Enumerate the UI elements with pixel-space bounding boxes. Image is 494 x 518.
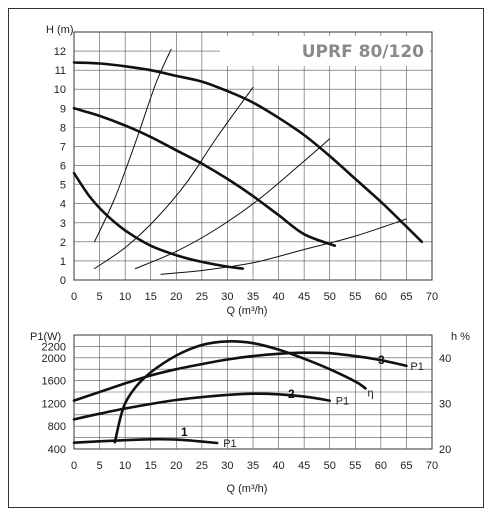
top-y-tick-label: 12 [54,46,66,58]
bottom-series [72,340,408,445]
top-x-tick-label: 20 [170,291,182,303]
top-y-axis-label: H (m) [46,24,74,36]
bottom-x-tick-label: 65 [400,460,412,472]
bottom-x-tick-label: 55 [349,460,361,472]
efficiency-curve [113,340,367,444]
bottom-x-tick-labels: 0 5 10 15 20 25 30 35 40 45 50 55 60 65 70 [71,460,438,472]
top-series [72,48,424,275]
bottom-x-tick-label: 60 [375,460,387,472]
bottom-y2-tick-label: 20 [439,444,451,456]
top-grid [73,31,433,281]
top-x-tick-labels: 0 5 10 15 20 25 30 35 40 45 50 55 60 65 70 [71,291,438,303]
top-y-tick-label: 3 [60,218,66,230]
bottom-x-tick-label: 15 [145,460,157,472]
bottom-x-tick-label: 20 [170,460,182,472]
top-x-tick-label: 45 [298,291,310,303]
bottom-y-tick-label: 1600 [42,376,66,388]
pump-curve-1 [72,171,245,270]
curve-number-label: 1 [181,425,188,439]
top-x-axis-label: Q (m³/h) [227,305,268,317]
bottom-series-labels: P1 1 P1 2 P1 3 η [181,353,424,450]
top-y-tick-label: 9 [60,103,66,115]
pump-curve-2 [72,107,337,247]
power-curve-2 [72,392,331,421]
bottom-y-tick-label: 400 [48,444,66,456]
curve-number-label: 2 [288,387,295,401]
top-x-tick-label: 5 [97,291,103,303]
bottom-x-axis-label: Q (m³/h) [227,483,268,495]
top-y-tick-label: 6 [60,161,66,173]
bottom-x-tick-label: 40 [272,460,284,472]
top-y-tick-label: 8 [60,122,66,134]
top-y-tick-label: 5 [60,180,66,192]
system-curve-2 [94,86,254,270]
bottom-y2-tick-labels: 20 30 40 [439,353,451,456]
bottom-x-tick-label: 50 [324,460,336,472]
bottom-x-tick-label: 0 [71,460,77,472]
top-x-tick-label: 50 [324,291,336,303]
top-x-tick-label: 65 [400,291,412,303]
bottom-y-axis-label: P1(W) [30,331,61,343]
top-x-tick-label: 0 [71,291,77,303]
top-x-tick-label: 40 [272,291,284,303]
top-y-tick-label: 11 [55,65,66,77]
top-x-tick-label: 30 [221,291,233,303]
top-x-tick-label: 10 [119,291,131,303]
top-x-tick-label: 55 [349,291,361,303]
bottom-y2-tick-label: 40 [439,353,451,365]
top-x-tick-label: 15 [145,291,157,303]
bottom-x-tick-label: 5 [97,460,103,472]
system-curve-1 [94,48,172,243]
bottom-grid [73,334,433,450]
system-curve-3 [134,138,331,270]
top-y-tick-label: 4 [60,199,66,211]
bottom-x-tick-label: 35 [247,460,259,472]
bottom-y-tick-label: 2200 [42,341,66,353]
top-y-tick-label: 2 [60,237,66,249]
curve-number-label: 3 [378,353,385,367]
pump-curve-3 [72,61,424,244]
top-x-tick-label: 70 [426,291,438,303]
bottom-y-tick-label: 2000 [42,353,66,365]
power-curve-label: P1 [336,396,349,408]
title-background [220,36,430,66]
top-y-tick-label: 10 [54,84,66,96]
power-curve-label: P1 [410,361,423,373]
top-x-tick-label: 35 [247,291,259,303]
efficiency-label: η [368,387,374,399]
bottom-x-tick-label: 30 [221,460,233,472]
chart-frame [8,8,484,508]
top-x-tick-label: 25 [196,291,208,303]
top-y-tick-label: 0 [60,275,66,287]
power-curve-label: P1 [223,438,236,450]
top-y-tick-label: 1 [60,256,66,268]
bottom-x-tick-label: 70 [426,460,438,472]
bottom-y2-axis-label: h % [451,331,470,343]
bottom-y2-tick-label: 30 [439,398,451,410]
system-curve-4 [160,218,407,275]
bottom-y-tick-label: 1200 [42,398,66,410]
bottom-x-tick-label: 45 [298,460,310,472]
power-curve-3 [72,351,408,402]
top-x-tick-label: 60 [375,291,387,303]
bottom-x-tick-label: 25 [196,460,208,472]
chart-title: UPRF 80/120 [302,42,424,62]
bottom-x-tick-label: 10 [119,460,131,472]
bottom-y-tick-label: 800 [48,421,66,433]
top-y-tick-label: 7 [60,141,66,153]
power-curve-1 [72,437,219,445]
